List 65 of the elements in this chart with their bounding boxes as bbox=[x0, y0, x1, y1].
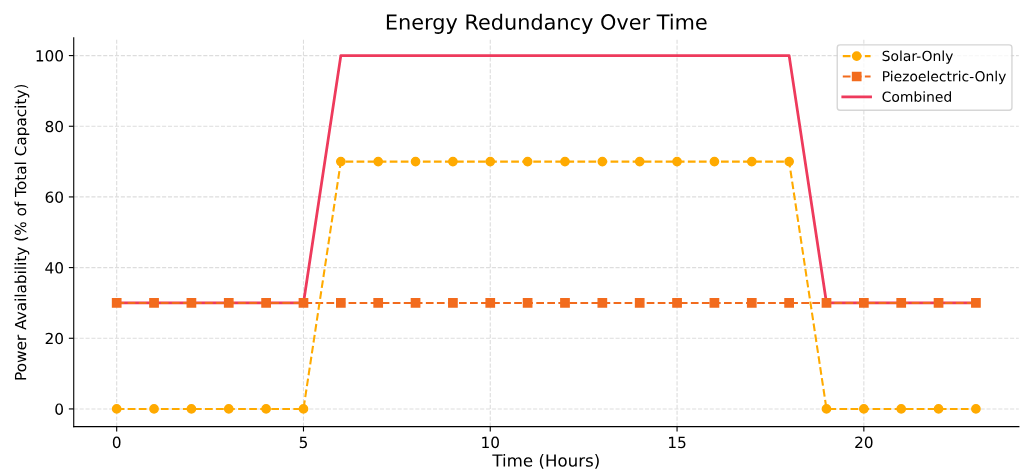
point bbox=[821, 298, 832, 308]
point bbox=[111, 404, 122, 414]
y-tick-label: 20 bbox=[45, 332, 63, 345]
point bbox=[522, 156, 533, 167]
point bbox=[261, 298, 271, 308]
point bbox=[821, 404, 832, 414]
point bbox=[896, 404, 907, 414]
point bbox=[186, 404, 197, 414]
x-tick-label: 20 bbox=[855, 436, 873, 449]
point bbox=[149, 298, 159, 308]
x-tick-label: 5 bbox=[299, 436, 307, 449]
point bbox=[186, 298, 197, 308]
legend-label: Piezoelectric-Only bbox=[883, 70, 1006, 85]
point bbox=[634, 156, 645, 167]
x-tick-label: 10 bbox=[482, 436, 499, 449]
point bbox=[261, 404, 271, 414]
point bbox=[373, 156, 384, 167]
point bbox=[971, 404, 981, 414]
point bbox=[410, 298, 421, 308]
y-tick-label: 60 bbox=[45, 191, 63, 203]
point bbox=[448, 156, 458, 167]
y-tick-label: 100 bbox=[36, 50, 63, 62]
point bbox=[223, 404, 234, 414]
point bbox=[597, 298, 608, 308]
point bbox=[223, 298, 234, 308]
point bbox=[971, 298, 981, 308]
y-axis-title: Power Availability (% of Total Capacity) bbox=[14, 84, 30, 380]
point bbox=[672, 298, 682, 308]
x-axis-title: Time (Hours) bbox=[492, 453, 599, 469]
y-tick-label: 80 bbox=[45, 120, 63, 133]
point bbox=[373, 298, 384, 308]
point bbox=[858, 298, 869, 308]
point bbox=[709, 298, 720, 308]
legend-label: Solar-Only bbox=[882, 50, 953, 64]
point bbox=[335, 298, 346, 308]
point bbox=[149, 404, 159, 414]
point bbox=[485, 156, 496, 167]
y-tick-label: 0 bbox=[55, 403, 63, 415]
point bbox=[858, 404, 869, 414]
point bbox=[933, 404, 944, 414]
point bbox=[560, 156, 570, 167]
point bbox=[410, 156, 421, 167]
point bbox=[672, 156, 682, 167]
x-tick-label: 15 bbox=[669, 436, 686, 449]
point bbox=[522, 298, 533, 308]
point bbox=[933, 298, 944, 308]
point bbox=[448, 298, 458, 308]
point bbox=[746, 298, 757, 308]
point bbox=[634, 298, 645, 308]
point bbox=[784, 156, 794, 167]
point bbox=[784, 298, 794, 308]
point bbox=[335, 156, 346, 167]
point bbox=[298, 404, 309, 414]
point bbox=[709, 156, 720, 167]
point bbox=[560, 298, 570, 308]
point bbox=[746, 156, 757, 167]
point bbox=[298, 298, 309, 308]
legend-label: Combined bbox=[882, 91, 951, 102]
point bbox=[485, 298, 496, 308]
point bbox=[896, 298, 907, 308]
point bbox=[597, 156, 608, 167]
point bbox=[111, 298, 122, 308]
y-tick-label: 40 bbox=[45, 262, 63, 274]
chart-title: Energy Redundancy Over Time bbox=[386, 13, 707, 34]
x-tick-label: 0 bbox=[112, 436, 121, 449]
